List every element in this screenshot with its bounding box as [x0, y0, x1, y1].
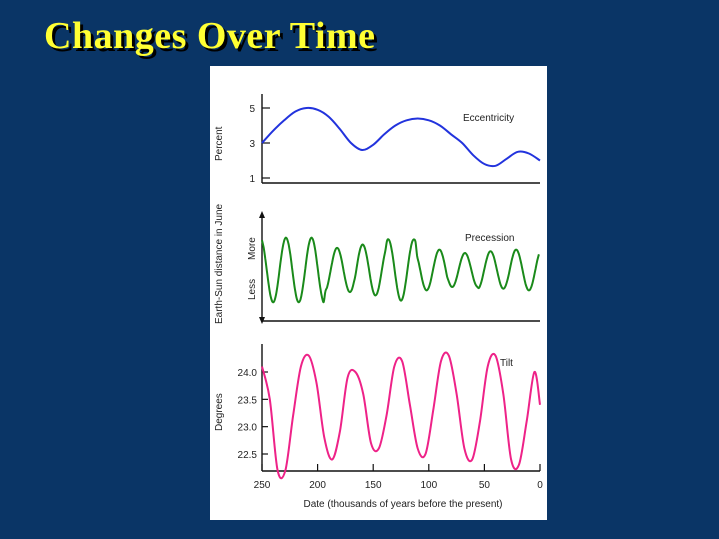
- eccentricity-label: Eccentricity: [463, 113, 514, 124]
- eccentricity-ytick-label: 1: [249, 174, 255, 185]
- precession-up-arrow: [259, 211, 265, 218]
- precession-less-label: Less: [247, 279, 258, 300]
- eccentricity-panel: Percent 5 3 1 Eccentricity: [214, 94, 541, 185]
- tilt-label: Tilt: [500, 358, 513, 369]
- precession-more-label: More: [247, 237, 258, 260]
- x-tick-label: 200: [309, 480, 326, 491]
- precession-line: [261, 236, 540, 304]
- precession-label: Precession: [465, 233, 514, 244]
- x-tick-label: 50: [479, 480, 491, 491]
- tilt-ytick-label: 23.5: [238, 395, 258, 406]
- x-tick-label: 0: [537, 480, 543, 491]
- climate-figure: Percent 5 3 1 Eccentricity Earth-Sun dista…: [210, 66, 547, 520]
- slide-title: Changes Over Time: [44, 15, 376, 57]
- orbital-charts: Percent 5 3 1 Eccentricity Earth-Sun dista…: [214, 94, 543, 510]
- x-tick-label: 250: [254, 480, 271, 491]
- eccentricity-ytick-label: 3: [249, 139, 255, 150]
- eccentricity-ylabel: Percent: [214, 126, 225, 161]
- eccentricity-ytick-label: 5: [249, 104, 255, 115]
- tilt-ytick-label: 24.0: [238, 368, 258, 379]
- tilt-ytick-label: 22.5: [238, 450, 258, 461]
- tilt-ylabel: Degrees: [214, 393, 225, 431]
- x-tick-label: 150: [365, 480, 382, 491]
- precession-panel: Earth-Sun distance in June Less More Pre…: [214, 203, 540, 324]
- eccentricity-line: [261, 106, 541, 168]
- tilt-ytick-label: 23.0: [238, 423, 258, 434]
- tilt-line: [261, 351, 541, 480]
- x-tick-label: 100: [420, 480, 437, 491]
- precession-ylabel: Earth-Sun distance in June: [214, 203, 225, 324]
- x-axis-label: Date (thousands of years before the pres…: [303, 499, 502, 510]
- tilt-panel: Degrees 24.0 23.5 23.0 22.5 250 200 150 100 50 0…: [214, 344, 543, 510]
